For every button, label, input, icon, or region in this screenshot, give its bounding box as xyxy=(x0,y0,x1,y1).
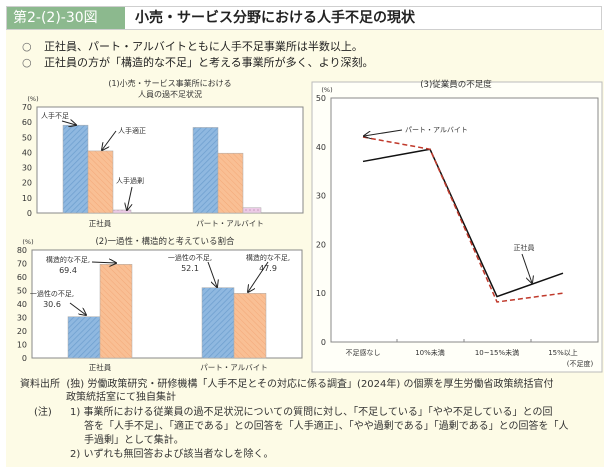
figure-title: 小売・サービス分野における人手不足の現状 xyxy=(135,10,415,26)
chart2-y-tick-label: 40 xyxy=(17,300,27,309)
note-1a: 1) 事業所における従業員の過不足状況についての質問に対し、「不足している」「や… xyxy=(70,407,553,418)
chart2-y-tick-label: 70 xyxy=(17,260,27,269)
chart1-title-line2: 人員の過不足状況 xyxy=(138,89,202,99)
source-text: (独) 労働政策研究・研修機構「人手不足とその対応に係る調査」(2024年) の… xyxy=(66,379,554,390)
chart1-arrow xyxy=(61,121,76,125)
chart3-y-tick-label: 40 xyxy=(316,143,326,152)
chart2-y-unit: (%) xyxy=(22,238,33,246)
chart3-x-unit: (不足度) xyxy=(567,359,594,368)
bullet-text: 正社員、パート・アルバイトともに人手不足事業所は半数以上。 xyxy=(44,40,363,53)
chart2-bar-構造的な不足 xyxy=(233,293,267,359)
chart3-annotation-seishain: 正社員 xyxy=(514,243,535,252)
chart1-annotation: 人手不足 xyxy=(41,111,69,120)
chart2-title: (2)一過性・構造的と考えている割合 xyxy=(95,236,235,247)
chart2-y-tick-label: 0 xyxy=(22,354,27,363)
figure-number: 第2-(2)-30図 xyxy=(7,7,125,29)
notes-label: (注) xyxy=(34,407,52,418)
chart2-arrow xyxy=(207,261,217,287)
chart1-y-tick-label: 60 xyxy=(22,118,32,127)
circle-mark: ○ xyxy=(22,40,32,53)
chart1-y-tick-label: 0 xyxy=(27,209,32,218)
chart2-y-tick-label: 30 xyxy=(17,314,27,323)
chart2-y-tick-label: 10 xyxy=(17,341,27,350)
chart1-y-unit: (%) xyxy=(27,95,38,103)
bullet-text: 正社員の方が「構造的な不足」と考える事業所が多く、より深刻。 xyxy=(44,56,374,69)
chart1-y-tick-label: 70 xyxy=(22,103,32,112)
chart1-bar-人手適正 xyxy=(217,152,244,214)
chart2-bar-一過性の不足 xyxy=(201,287,235,359)
source-label: 資料出所 xyxy=(20,379,60,390)
chart2-annotation-value: 69.4 xyxy=(59,266,77,275)
chart3-y-tick-label: 50 xyxy=(316,94,326,103)
chart1-y-tick-label: 50 xyxy=(22,133,32,142)
chart3-y-tick-label: 0 xyxy=(321,338,326,347)
chart1-annotation: 人手過剰 xyxy=(116,176,144,185)
chart2-annotation-label: 構造的な不足, xyxy=(46,255,90,264)
chart1-y-tick-label: 40 xyxy=(22,148,32,157)
chart3-arrow xyxy=(521,253,532,283)
chart2-y-tick-label: 20 xyxy=(17,327,27,336)
chart2-annotation-label: 一過性の不足, xyxy=(30,289,74,298)
chart1-bar-人手過剰 xyxy=(242,207,262,214)
chart1-y-tick-label: 10 xyxy=(22,194,32,203)
chart1-bar-人手不足 xyxy=(192,127,219,214)
chart2-annotation-value: 52.1 xyxy=(181,264,199,273)
chart3-x-tick-label: 15%以上 xyxy=(548,348,578,357)
chart1-y-tick-label: 30 xyxy=(22,164,32,173)
figure-header: 第2-(2)-30図 小売・サービス分野における人手不足の現状 xyxy=(6,6,602,30)
chart2-arrow xyxy=(248,261,269,292)
chart1-x-tick-label: パート・アルバイト xyxy=(196,219,263,228)
chart2-arrow xyxy=(91,262,116,263)
chart3-x-tick-label: 不足感なし xyxy=(346,348,381,357)
chart1-bar-人手過剰 xyxy=(112,209,132,214)
note-1b: 答を「人手不足」、「適正である」との回答を「人手適正」、「やや過剰である」「過剰… xyxy=(84,421,569,432)
chart3-y-tick-label: 20 xyxy=(316,240,326,249)
chart2-annotation-label: 一過性の不足, xyxy=(168,253,212,262)
chart2-bar-構造的な不足 xyxy=(99,264,133,359)
chart2-annotation-value: 30.6 xyxy=(43,300,61,309)
chart2-y-tick-label: 80 xyxy=(17,246,27,255)
chart1-arrow xyxy=(127,186,133,210)
chart1-bar-人手不足 xyxy=(62,124,89,214)
chart1-x-tick-label: 正社員 xyxy=(89,218,112,228)
note-2: 2) いずれも無回答および該当者なしを除く。 xyxy=(70,449,274,460)
chart3-y-tick-label: 10 xyxy=(316,289,326,298)
chart2-x-tick-label: 正社員 xyxy=(89,362,112,372)
chart3-y-unit: (%) xyxy=(321,86,332,94)
bullet-2: ○ 正社員の方が「構造的な不足」と考える事業所が多く、より深刻。 xyxy=(22,54,373,70)
chart3-y-tick-label: 30 xyxy=(316,192,326,201)
note-1c: 手過剰」として集計。 xyxy=(84,435,184,446)
chart1-arrow xyxy=(102,130,117,150)
chart2-annotation-value: 47.9 xyxy=(259,264,277,273)
chart3-x-tick-label: 10~15%未満 xyxy=(475,348,519,357)
chart3-arrow xyxy=(364,129,403,136)
chart2-y-tick-label: 60 xyxy=(17,273,27,282)
chart3-line-part xyxy=(362,136,564,303)
chart2-x-tick-label: パート・アルバイト xyxy=(200,363,267,372)
bullet-1: ○ 正社員、パート・アルバイトともに人手不足事業所は半数以上。 xyxy=(22,38,363,54)
chart2-y-tick-label: 50 xyxy=(17,287,27,296)
chart2-bar-一過性の不足 xyxy=(67,316,101,359)
chart3-x-tick-label: 10%未満 xyxy=(415,348,445,357)
chart2-annotation-label: 構造的な不足, xyxy=(246,253,290,262)
circle-mark: ○ xyxy=(22,56,32,69)
chart2-arrow xyxy=(69,302,86,315)
chart1-title: (1)小売・サービス事業所における xyxy=(108,78,231,88)
chart3-title: (3)従業員の不足度 xyxy=(420,79,492,90)
chart1-y-tick-label: 20 xyxy=(22,179,32,188)
chart1-bar-人手適正 xyxy=(87,150,114,214)
source-text-2: 政策統括室にて独自集計 xyxy=(66,392,176,403)
chart1-annotation: 人手適正 xyxy=(118,126,146,135)
chart3-annotation-part: パート・アルバイト xyxy=(405,126,468,134)
